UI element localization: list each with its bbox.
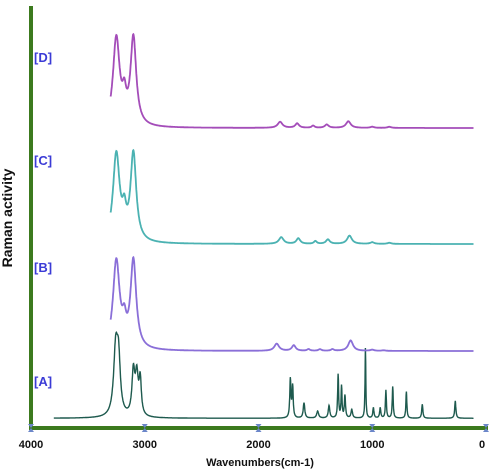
series-labels: [A] [B] [C] [D] bbox=[34, 50, 52, 389]
spectrum-line-d bbox=[109, 32, 474, 129]
x-tick-mark-3000 bbox=[141, 424, 148, 432]
x-tick-label-3000: 3000 bbox=[133, 439, 157, 451]
x-tick-mark-1000 bbox=[369, 424, 376, 432]
axes: 4000 3000 2000 1000 0 bbox=[19, 6, 489, 451]
x-tick-label-2000: 2000 bbox=[246, 439, 270, 451]
spectrum-line-a bbox=[53, 331, 474, 419]
x-tick-label-0: 0 bbox=[479, 439, 485, 451]
x-tick-label-1000: 1000 bbox=[360, 439, 384, 451]
series-label-c: [C] bbox=[34, 153, 52, 168]
spectrum-line-b bbox=[109, 255, 474, 352]
y-axis-label: Raman activity bbox=[0, 168, 15, 267]
spectra-traces bbox=[53, 32, 474, 419]
x-ticks: 4000 3000 2000 1000 0 bbox=[19, 424, 489, 451]
x-tick-label-4000: 4000 bbox=[19, 439, 43, 451]
spectrum-line-c bbox=[109, 148, 474, 245]
x-tick-mark-4000 bbox=[28, 424, 34, 432]
x-tick-mark-2000 bbox=[255, 424, 262, 432]
series-label-b: [B] bbox=[34, 260, 52, 275]
series-label-a: [A] bbox=[34, 374, 52, 389]
x-axis-label: Wavenumbers(cm-1) bbox=[206, 457, 314, 469]
x-tick-mark-0 bbox=[483, 424, 489, 432]
series-label-d: [D] bbox=[34, 50, 52, 65]
